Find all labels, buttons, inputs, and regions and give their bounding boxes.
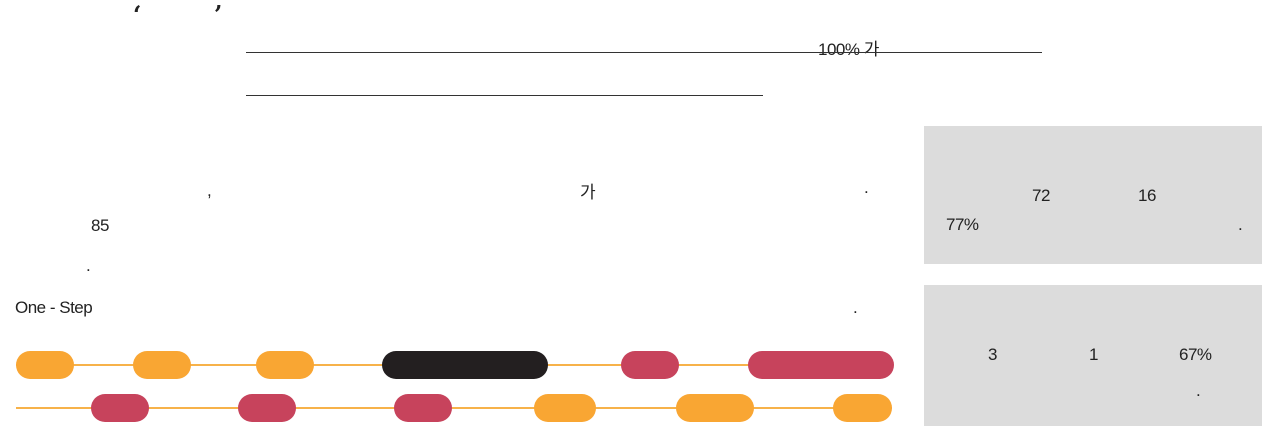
- period-mark-2: .: [86, 256, 91, 275]
- comma-mark: ,: [207, 181, 212, 200]
- rule1-label: 100% 가: [818, 40, 879, 59]
- rule-line-1: [246, 52, 1042, 53]
- timeline-pill-1-5: [621, 351, 679, 379]
- timeline-pill-1-6: [748, 351, 894, 379]
- timeline-pill-1-2: [133, 351, 191, 379]
- timeline-pill-1-4: [382, 351, 548, 379]
- stat-box-1-a: 72: [1032, 186, 1050, 205]
- timeline-pill-2-2: [238, 394, 296, 422]
- stat-box-2-a: 3: [988, 345, 997, 364]
- stat-box-2-c: 67%: [1179, 345, 1212, 364]
- ga-char: 가: [580, 183, 596, 202]
- number-85: 85: [91, 216, 109, 235]
- timeline-pill-1-1: [16, 351, 74, 379]
- timeline-pill-2-3: [394, 394, 452, 422]
- timeline-pill-2-6: [833, 394, 892, 422]
- stat-box-2-b: 1: [1089, 345, 1098, 364]
- timeline-pill-2-1: [91, 394, 149, 422]
- quote-open: ‘: [133, 0, 142, 29]
- stat-box-1-b: 16: [1138, 186, 1156, 205]
- timeline-pill-1-3: [256, 351, 314, 379]
- stat-box-1-c: 77%: [946, 215, 979, 234]
- stat-box-2-d: .: [1196, 381, 1201, 400]
- timeline-track-2: [16, 407, 892, 409]
- period-mark-1: .: [864, 178, 869, 197]
- quote-close: ’: [214, 0, 223, 29]
- stat-box-1: 72 16 77% .: [924, 126, 1262, 264]
- one-step-label: One - Step: [15, 298, 93, 317]
- rule-line-2: [246, 95, 763, 96]
- period-mark-3: .: [853, 298, 858, 317]
- timeline-pill-2-5: [676, 394, 754, 422]
- stat-box-1-d: .: [1238, 215, 1243, 234]
- stat-box-2: 3 1 67% .: [924, 285, 1262, 426]
- timeline-pill-2-4: [534, 394, 596, 422]
